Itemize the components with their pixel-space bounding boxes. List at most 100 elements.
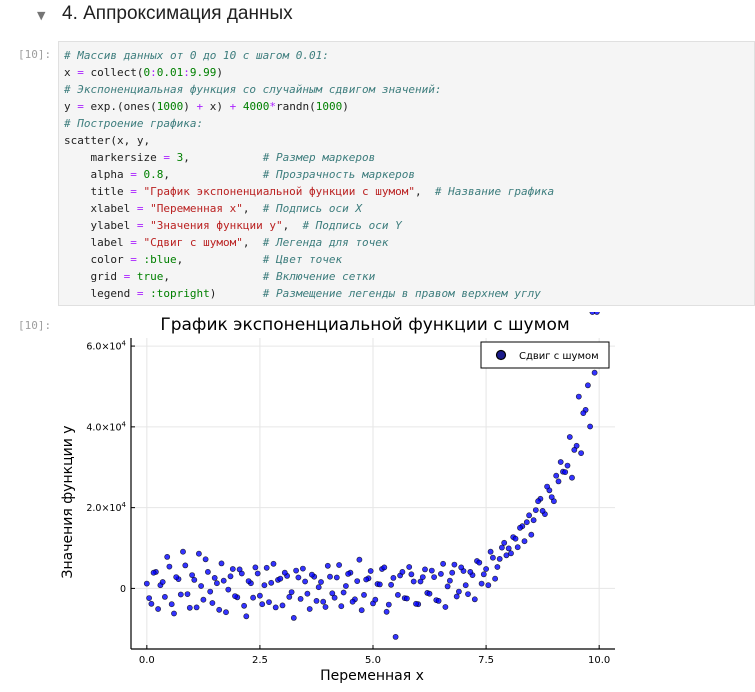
code-token: + [196, 100, 204, 113]
data-point [184, 591, 191, 597]
data-point [564, 462, 571, 469]
data-point [363, 576, 370, 583]
data-point [202, 556, 209, 563]
data-point [569, 474, 575, 481]
code-token: randn( [275, 100, 316, 113]
code-cell[interactable]: # Массив данных от 0 до 10 с шагом 0.01:… [58, 41, 755, 306]
data-point [277, 575, 284, 582]
code-token: 0.8 [143, 168, 164, 181]
data-point [333, 574, 340, 581]
section-title: 4. Аппроксимация данных [62, 3, 293, 24]
code-token: # Подпись оси X [262, 202, 363, 215]
code-token: : [150, 66, 157, 79]
data-point [501, 539, 508, 546]
input-prompt: [10]: [18, 48, 52, 61]
data-point [372, 596, 379, 603]
data-point [293, 567, 299, 574]
section-heading: ▼ 4. Аппроксимация данных [0, 0, 755, 34]
code-line: title = "График экспоненциальной функции… [64, 183, 554, 200]
data-point [162, 593, 168, 600]
data-point [385, 601, 392, 608]
data-point [329, 590, 336, 597]
data-point [492, 575, 498, 582]
data-point [268, 579, 275, 586]
code-token [130, 270, 137, 283]
data-point [270, 560, 277, 567]
data-point [340, 589, 347, 596]
data-point [227, 573, 234, 580]
data-point [455, 588, 462, 595]
data-point [168, 601, 175, 608]
code-token: , [183, 151, 263, 164]
data-point [544, 483, 550, 490]
data-point [358, 607, 365, 614]
code-token: * [269, 100, 276, 113]
data-point [155, 606, 161, 612]
data-points [143, 309, 600, 640]
code-token: collect( [83, 66, 144, 79]
code-token: exp.(ones( [83, 100, 157, 113]
code-token: :blue [143, 253, 177, 266]
data-point [485, 582, 492, 589]
data-point [229, 566, 236, 572]
data-point [514, 544, 521, 551]
code-token: , [163, 270, 263, 283]
data-point [322, 604, 329, 610]
code-token: :topright [150, 287, 210, 300]
data-point [259, 601, 266, 608]
code-token: : [183, 66, 190, 79]
code-token: = [123, 270, 131, 283]
code-editor[interactable]: # Массив данных от 0 до 10 с шагом 0.01:… [64, 47, 554, 302]
data-point [213, 580, 220, 587]
data-point [498, 544, 505, 551]
data-point [308, 571, 315, 578]
data-point [336, 562, 342, 568]
code-token: xlabel [64, 202, 137, 215]
code-token [236, 100, 243, 113]
data-point [356, 556, 363, 563]
data-point [324, 562, 331, 569]
code-token: = [136, 202, 144, 215]
data-point [444, 583, 451, 590]
data-point [376, 581, 383, 588]
data-point [422, 566, 428, 573]
data-point [489, 554, 496, 561]
code-token: , [176, 253, 263, 266]
data-point [342, 583, 349, 589]
data-point [164, 553, 171, 560]
data-point [394, 591, 401, 598]
data-point [315, 584, 322, 591]
data-point [562, 469, 569, 475]
data-point [428, 567, 435, 574]
data-point [236, 566, 243, 573]
data-point [587, 423, 593, 430]
data-point [578, 450, 584, 456]
data-point [209, 600, 216, 606]
data-point [521, 538, 528, 545]
code-token: # Прозрачность маркеров [262, 168, 416, 181]
code-token: # Массив данных от 0 до 10 с шагом 0.01: [64, 49, 329, 62]
code-token: legend [64, 287, 137, 300]
data-point [354, 578, 361, 584]
code-token: # Цвет точек [262, 253, 343, 266]
data-point [211, 574, 218, 581]
data-point [220, 577, 227, 584]
code-line: y = exp.(ones(1000) + x) + 4000*randn(10… [64, 98, 554, 115]
code-token: color [64, 253, 131, 266]
data-point [243, 613, 250, 620]
chart-legend: Сдвиг с шумом [480, 341, 610, 369]
code-token: , [415, 185, 435, 198]
code-token: = [77, 66, 84, 79]
data-point [313, 597, 320, 604]
data-point [177, 591, 184, 598]
data-point [207, 588, 214, 595]
data-point [254, 570, 261, 577]
data-point [320, 598, 327, 605]
code-line: scatter(x, y, [64, 132, 554, 149]
data-point [480, 571, 487, 578]
code-token: = [136, 287, 144, 300]
data-point [462, 582, 469, 589]
chevron-down-icon[interactable]: ▼ [37, 9, 46, 22]
data-point [390, 574, 397, 581]
code-token: # Подпись оси Y [302, 219, 402, 232]
